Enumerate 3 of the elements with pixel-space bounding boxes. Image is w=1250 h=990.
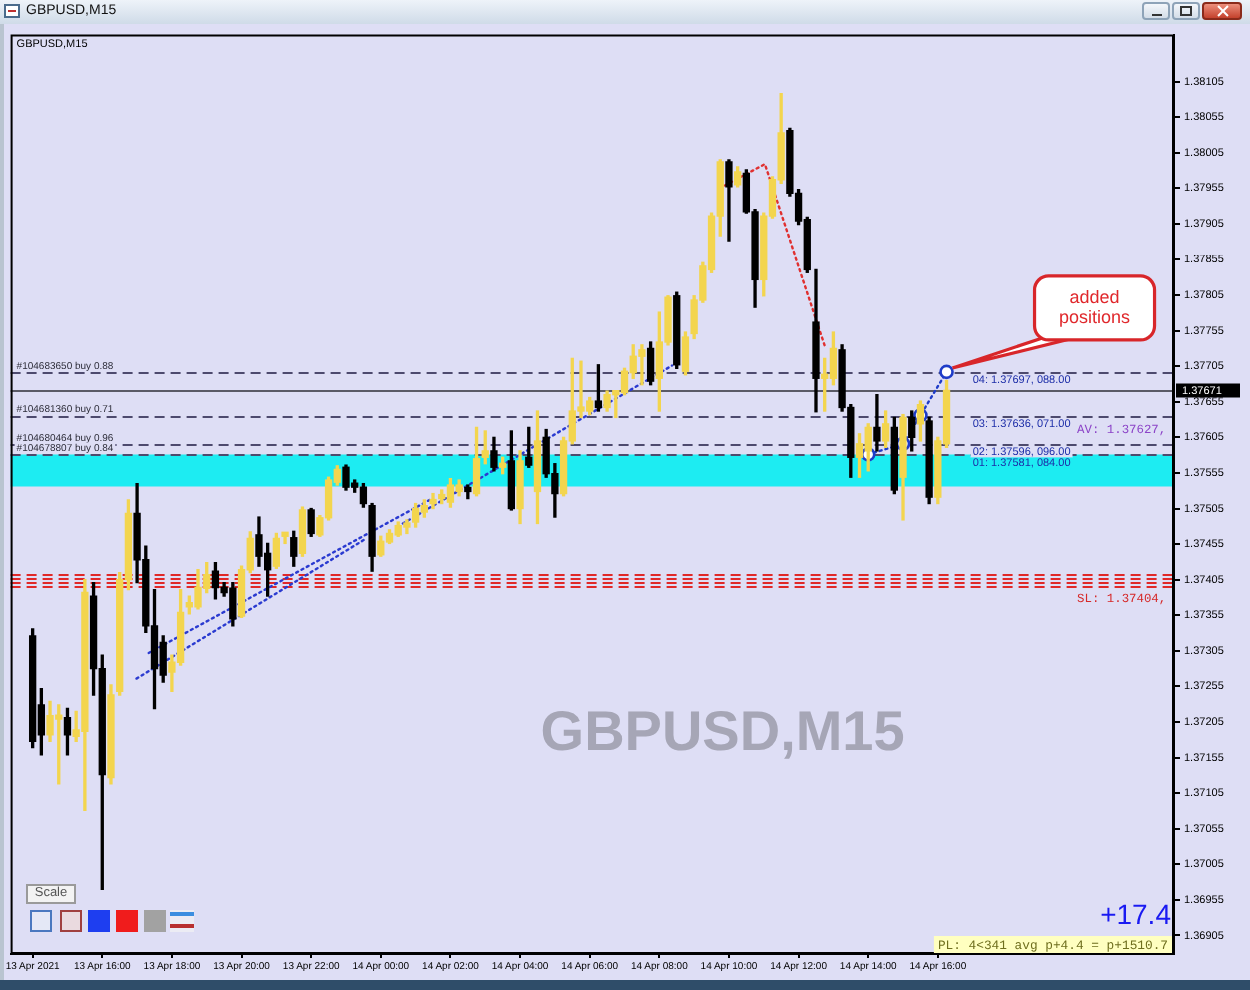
annotation: added positions <box>1059 286 1132 327</box>
annotation: GBPUSD,M15 <box>540 699 905 762</box>
annotation: +17.4 <box>1100 898 1172 930</box>
